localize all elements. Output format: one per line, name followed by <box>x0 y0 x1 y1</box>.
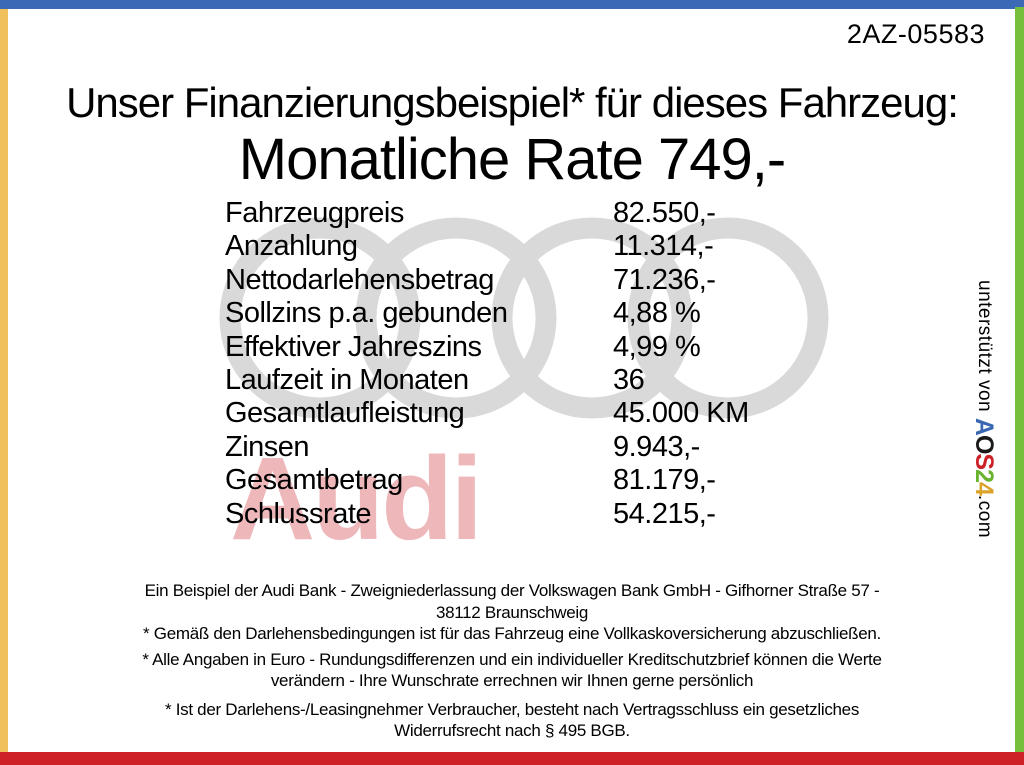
audi-rings-watermark-icon <box>219 217 829 419</box>
finance-row-label: Schlussrate <box>225 497 372 530</box>
finance-row: Nettodarlehensbetrag 71.236,- <box>225 264 865 297</box>
finance-row-label: Nettodarlehensbetrag <box>225 263 494 296</box>
finance-row: Laufzeit in Monaten 36 <box>225 364 865 397</box>
finance-row-value: 81.179,- <box>613 464 716 497</box>
finance-row-label: Zinsen <box>225 430 310 463</box>
finance-row-value: 71.236,- <box>613 263 716 296</box>
aos24-logo-letter: O <box>970 434 998 454</box>
finance-row-value: 4,99 % <box>613 330 701 363</box>
finance-row: Gesamtlaufleistung 45.000 KM <box>225 397 865 430</box>
monthly-rate-title: Monatliche Rate 749,- <box>238 127 786 192</box>
footer-line: * Gemäß den Darlehensbedingungen ist für… <box>143 624 881 643</box>
finance-row-value: 45.000 KM <box>613 397 749 430</box>
finance-row-value: 36 <box>613 363 645 396</box>
finance-row-label: Gesamtbetrag <box>225 464 403 497</box>
finance-row-value: 9.943,- <box>613 430 700 463</box>
finance-row: Schlussrate 54.215,- <box>225 498 865 531</box>
frame-left-bar <box>0 9 8 752</box>
supported-by-text: unterstützt von <box>974 280 995 418</box>
footer-paragraph: * Gemäß den Darlehensbedingungen ist für… <box>0 623 1024 645</box>
footer-disclaimer: Ein Beispiel der Audi Bank - Zweignieder… <box>0 580 1024 742</box>
frame-right-bar <box>1015 7 1024 752</box>
finance-row: Zinsen 9.943,- <box>225 431 865 464</box>
audi-ring-icon <box>355 217 557 419</box>
finance-row-value: 4,88 % <box>613 297 701 330</box>
frame-bottom-bar <box>0 752 1024 765</box>
audi-ring-icon <box>219 217 421 419</box>
footer-paragraph: * Alle Angaben in Euro - Rundungsdiffere… <box>0 649 1024 692</box>
finance-row-label: Laufzeit in Monaten <box>225 363 469 396</box>
finance-row-label: Effektiver Jahreszins <box>225 330 482 363</box>
finance-row-value: 82.550,- <box>613 197 716 229</box>
footer-line: * Alle Angaben in Euro - Rundungsdiffere… <box>142 649 882 669</box>
frame-top-bar <box>0 0 1024 9</box>
footer-line: Widerrufsrecht nach § 495 BGB. <box>394 721 630 740</box>
page-title: Unser Finanzierungsbeispiel* für dieses … <box>66 79 959 126</box>
footer-paragraph: Ein Beispiel der Audi Bank - Zweignieder… <box>0 580 1024 623</box>
finance-row-label: Gesamtlaufleistung <box>225 397 465 430</box>
finance-row-label: Anzahlung <box>225 230 358 263</box>
footer-line: verändern - Ihre Wunschrate errechnen wi… <box>270 671 754 690</box>
finance-row: Fahrzeugpreis 82.550,- <box>225 197 865 230</box>
finance-row: Anzahlung 11.314,- <box>225 230 865 263</box>
finance-table: Fahrzeugpreis 82.550,- Anzahlung 11.314,- Ne… <box>225 197 865 531</box>
audi-ring-icon <box>627 217 829 419</box>
finance-row: Effektiver Jahreszins 4,99 % <box>225 331 865 364</box>
footer-line: * Ist der Darlehens-/Leasingnehmer Verbr… <box>164 699 860 719</box>
aos24-logo-letter: 2 <box>970 469 998 483</box>
supported-by-vertical-label: unterstützt von AOS24.com <box>969 280 998 538</box>
finance-row: Sollzins p.a. gebunden 4,88 % <box>225 297 865 330</box>
footer-line: Ein Beispiel der Audi Bank - Zweignieder… <box>144 581 880 600</box>
aos24-domain-suffix: .com <box>974 494 995 539</box>
footer-line: 38112 Braunschweig <box>435 602 589 622</box>
finance-row: Gesamtbetrag 81.179,- <box>225 464 865 497</box>
finance-row-value: 54.215,- <box>613 497 716 530</box>
finance-row-label: Sollzins p.a. gebunden <box>225 297 508 330</box>
finance-row-label: Fahrzeugpreis <box>225 197 404 229</box>
aos24-logo-letter: S <box>970 453 998 470</box>
footer-paragraph: * Ist der Darlehens-/Leasingnehmer Verbr… <box>0 699 1024 742</box>
finance-row-value: 11.314,- <box>613 230 714 263</box>
aos24-logo: AOS24 <box>970 418 998 495</box>
audi-text-watermark: Audi <box>230 433 483 565</box>
aos24-logo-letter: A <box>970 417 998 435</box>
audi-ring-icon <box>491 217 693 419</box>
aos24-logo-letter: 4 <box>970 482 998 495</box>
reference-number: 2AZ-05583 <box>846 19 985 49</box>
